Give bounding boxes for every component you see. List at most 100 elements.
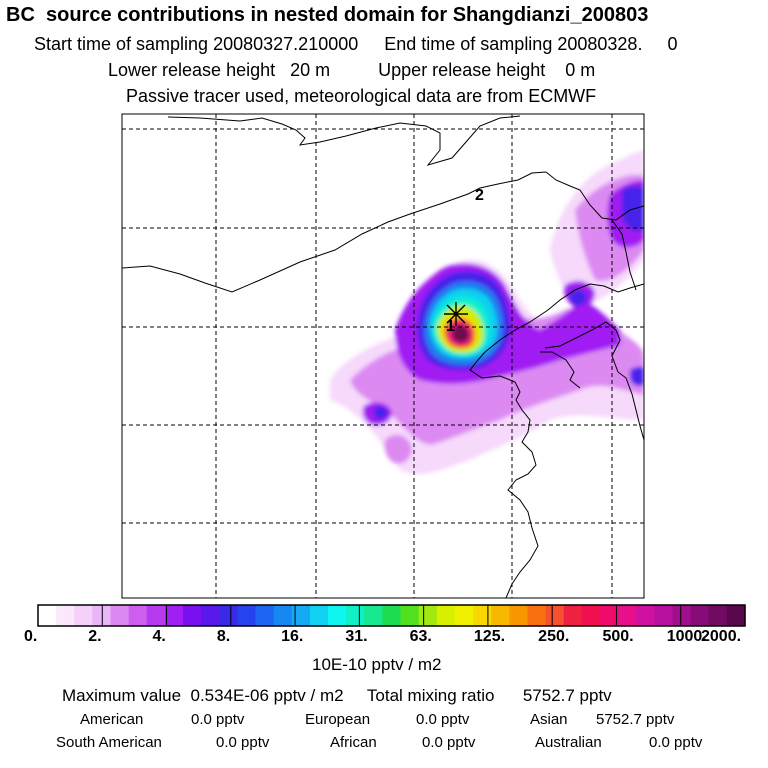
end-time-value: 20080328. xyxy=(557,34,643,54)
colorbar xyxy=(38,605,746,626)
start-time-value: 20080327.210000 xyxy=(213,34,359,54)
colorbar-segment xyxy=(599,605,619,626)
colorbar-tick-label: 0. xyxy=(24,628,38,645)
colorbar-segment xyxy=(110,605,130,626)
region-value-american: 0.0 pptv xyxy=(191,711,245,728)
plume-contour xyxy=(630,366,644,387)
colorbar-segment xyxy=(309,605,329,626)
colorbar-tick-label: 1000. xyxy=(666,628,707,645)
colorbar-tick-label: 63. xyxy=(409,628,432,645)
max-total-line: Maximum value 0.534E-06 pptv / m2 Total … xyxy=(62,686,612,706)
colorbar-segment xyxy=(219,605,239,626)
end-time-label: End time of sampling xyxy=(384,34,553,54)
colorbar-tick-label: 8. xyxy=(216,628,231,645)
region-value-european: 0.0 pptv xyxy=(416,711,470,728)
colorbar-segment xyxy=(672,605,692,626)
colorbar-segment xyxy=(726,605,746,626)
region-name-european: European xyxy=(305,711,371,728)
plume-contour xyxy=(374,406,388,420)
colorbar-segment xyxy=(382,605,402,626)
marker-label-2: 2 xyxy=(475,187,484,204)
plume-contour xyxy=(384,434,412,464)
colorbar-segment xyxy=(38,605,57,626)
colorbar-segment xyxy=(346,605,365,626)
region-name-american: American xyxy=(80,711,144,728)
colorbar-segment xyxy=(164,605,184,626)
concentration-plume xyxy=(330,150,644,475)
colorbar-segment xyxy=(473,605,492,626)
colorbar-segment xyxy=(418,605,438,626)
upper-release-value: 0 m xyxy=(565,60,596,80)
colorbar-segment xyxy=(328,605,347,626)
total-mixing-label: Total mixing ratio xyxy=(366,686,495,705)
colorbar-segment xyxy=(708,605,728,626)
colorbar-tick-label: 250. xyxy=(538,628,570,645)
tracer-note: Passive tracer used, meteorological data… xyxy=(126,86,597,106)
colorbar-segment xyxy=(509,605,529,626)
max-value-label: Maximum value xyxy=(62,686,182,705)
colorbar-segment xyxy=(273,605,293,626)
colorbar-segment xyxy=(291,605,311,626)
page-title: BC source contributions in nested domain… xyxy=(6,4,649,26)
upper-release-label: Upper release height xyxy=(378,60,546,80)
colorbar-segment xyxy=(92,605,112,626)
colorbar-segment xyxy=(56,605,75,626)
colorbar-segment xyxy=(364,605,384,626)
release-heights: Lower release height 20 m Upper release h… xyxy=(108,60,768,81)
colorbar-segment xyxy=(255,605,275,626)
colorbar-tick-label: 16. xyxy=(281,628,304,645)
colorbar-segment xyxy=(690,605,710,626)
colorbar-segment xyxy=(400,605,420,626)
region-name-asian: Asian xyxy=(530,711,568,728)
colorbar-tick-label: 125. xyxy=(473,628,506,645)
map-frame xyxy=(121,113,645,599)
colorbar-segment xyxy=(636,605,655,626)
receptor-marker xyxy=(444,302,468,326)
total-mixing-value: 5752.7 pptv xyxy=(522,686,612,705)
colorbar-segment xyxy=(146,605,166,626)
colorbar-frame xyxy=(37,604,746,627)
colorbar-segment xyxy=(654,605,674,626)
sampling-times: Start time of sampling 20080327.210000 En… xyxy=(34,34,768,55)
colorbar-segment xyxy=(436,605,456,626)
region-name-australian: Australian xyxy=(535,734,602,751)
colorbar-tick-label: 500. xyxy=(602,628,634,645)
colorbar-unit: 10E-10 pptv / m2 xyxy=(312,655,442,674)
plume-contour xyxy=(622,185,644,232)
colorbar-segment xyxy=(201,605,220,626)
colorbar-segment xyxy=(618,605,637,626)
colorbar-segment xyxy=(183,605,202,626)
plume-contour xyxy=(569,289,587,306)
colorbar-tick-label: 2. xyxy=(88,628,102,645)
graticule xyxy=(122,114,644,598)
colorbar-segment xyxy=(128,605,148,626)
plume-contour xyxy=(453,325,469,342)
region-value-south-american: 0.0 pptv xyxy=(216,734,270,751)
region-value-african: 0.0 pptv xyxy=(422,734,476,751)
lower-release-label: Lower release height xyxy=(108,60,276,80)
colorbar-segment xyxy=(74,605,93,626)
colorbar-segment xyxy=(454,605,474,626)
region-value-australian: 0.0 pptv xyxy=(649,734,703,751)
colorbar-segment xyxy=(581,605,601,626)
end-time-extra: 0 xyxy=(667,34,678,54)
colorbar-segment xyxy=(563,605,583,626)
region-name-south-american: South American xyxy=(56,734,162,751)
coastlines-borders xyxy=(122,115,644,598)
marker-label-1: 1 xyxy=(446,318,455,335)
colorbar-segment xyxy=(237,605,257,626)
start-time-label: Start time of sampling xyxy=(34,34,209,54)
region-value-asian: 5752.7 pptv xyxy=(596,711,675,728)
map-area: 1 2 xyxy=(122,114,644,598)
colorbar-tick-label: 4. xyxy=(152,628,166,645)
max-value: 0.534E-06 pptv / m2 xyxy=(190,686,344,705)
colorbar-segment xyxy=(527,605,547,626)
colorbar-tick-label: 31. xyxy=(345,628,368,645)
colorbar-tick-label: 2000. xyxy=(701,628,742,645)
region-name-african: African xyxy=(330,734,377,751)
colorbar-segment xyxy=(491,605,510,626)
lower-release-value: 20 m xyxy=(290,60,331,80)
colorbar-ticks xyxy=(101,605,682,626)
colorbar-segment xyxy=(545,605,565,626)
